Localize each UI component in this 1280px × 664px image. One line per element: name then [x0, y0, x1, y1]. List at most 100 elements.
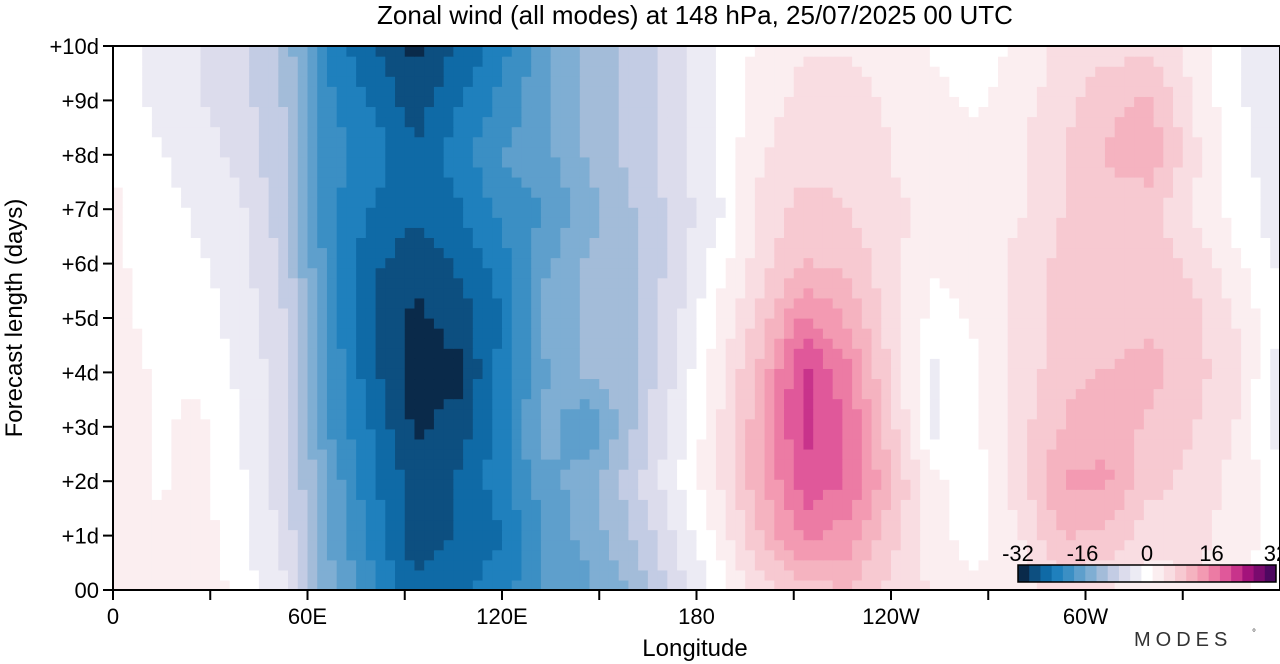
heatmap-cell [521, 176, 532, 188]
heatmap-cell [997, 378, 1009, 390]
heatmap-cell [113, 489, 124, 500]
heatmap-cell [307, 328, 318, 339]
heatmap-cell [433, 469, 445, 480]
heatmap-cell [1085, 307, 1096, 319]
heatmap-cell [433, 187, 445, 198]
heatmap-cell [677, 338, 688, 349]
heatmap-cell [511, 388, 523, 400]
heatmap-cell [1114, 519, 1125, 531]
heatmap-cell [793, 217, 805, 228]
heatmap-cell [1007, 227, 1019, 238]
heatmap-cell [638, 257, 649, 269]
heatmap-cell [395, 227, 406, 238]
heatmap-cell [346, 418, 357, 430]
heatmap-cell [482, 227, 493, 238]
heatmap-cell [754, 448, 766, 460]
heatmap-cell [871, 267, 882, 279]
heatmap-cell [336, 217, 347, 228]
heatmap-cell [667, 257, 678, 269]
heatmap-cell [1221, 217, 1232, 228]
heatmap-cell [404, 559, 416, 571]
heatmap-cell [754, 348, 766, 359]
heatmap-cell [959, 237, 970, 249]
heatmap-cell [414, 579, 425, 591]
heatmap-cell [219, 428, 231, 440]
heatmap-cell [249, 307, 260, 319]
heatmap-cell [200, 267, 211, 279]
heatmap-cell [978, 388, 989, 400]
heatmap-cell [1143, 277, 1155, 289]
heatmap-cell [939, 267, 950, 279]
heatmap-cell [764, 358, 775, 369]
heatmap-cell [1046, 277, 1057, 289]
heatmap-cell [1173, 509, 1184, 521]
heatmap-cell [1066, 388, 1077, 400]
heatmap-cell [1134, 499, 1145, 510]
heatmap-cell [891, 307, 902, 319]
heatmap-cell [424, 176, 435, 188]
heatmap-cell [1124, 307, 1135, 319]
heatmap-cell [745, 499, 756, 510]
heatmap-cell [570, 519, 581, 531]
heatmap-cell [774, 237, 785, 249]
heatmap-cell [715, 539, 727, 551]
heatmap-cell [502, 459, 513, 470]
heatmap-cell [113, 559, 124, 571]
heatmap-cell [745, 569, 756, 581]
heatmap-cell [482, 207, 493, 218]
heatmap-cell [589, 338, 600, 349]
heatmap-cell [803, 398, 814, 410]
heatmap-cell [258, 207, 270, 218]
heatmap-cell [258, 559, 270, 571]
heatmap-cell [307, 267, 318, 279]
heatmap-cell [754, 459, 766, 470]
heatmap-cell [1036, 368, 1048, 380]
heatmap-cell [589, 358, 600, 369]
heatmap-cell [1202, 499, 1213, 510]
heatmap-cell [210, 207, 221, 218]
heatmap-cell [871, 469, 882, 480]
heatmap-cell [1066, 408, 1077, 420]
heatmap-cell [1211, 398, 1223, 410]
heatmap-cell [618, 217, 630, 228]
heatmap-cell [968, 418, 980, 430]
heatmap-cell [696, 257, 707, 269]
heatmap-cell [326, 348, 338, 359]
heatmap-cell [764, 237, 775, 249]
heatmap-cell [881, 448, 892, 460]
heatmap-cell [151, 428, 163, 440]
heatmap-cell [453, 539, 464, 551]
heatmap-cell [1134, 348, 1145, 359]
heatmap-cell [1211, 408, 1223, 420]
heatmap-cell [1104, 459, 1116, 470]
heatmap-cell [618, 549, 630, 561]
heatmap-cell [1007, 217, 1019, 228]
heatmap-cell [122, 509, 134, 521]
heatmap-cell [1202, 267, 1213, 279]
heatmap-cell [628, 307, 639, 319]
heatmap-cell [735, 257, 746, 269]
heatmap-cell [297, 469, 309, 480]
heatmap-cell [929, 287, 941, 299]
heatmap-cell [151, 348, 163, 359]
heatmap-cell [579, 398, 591, 410]
heatmap-cell [151, 257, 163, 269]
heatmap-cell [317, 166, 328, 178]
heatmap-cell [638, 166, 649, 178]
heatmap-cell [356, 448, 367, 460]
heatmap-cell [492, 479, 503, 490]
heatmap-cell [511, 297, 523, 309]
heatmap-cell [472, 338, 484, 349]
heatmap-cell [190, 176, 202, 188]
heatmap-cell [142, 459, 153, 470]
heatmap-cell [511, 217, 523, 228]
heatmap-cell [774, 539, 785, 551]
heatmap-cell [385, 368, 396, 380]
heatmap-cell [229, 499, 241, 510]
heatmap-cell [900, 257, 912, 269]
heatmap-cell [550, 529, 561, 541]
heatmap-cell [219, 207, 231, 218]
heatmap-cell [1066, 267, 1077, 279]
heatmap-cell [472, 408, 484, 420]
heatmap-cell [278, 428, 289, 440]
